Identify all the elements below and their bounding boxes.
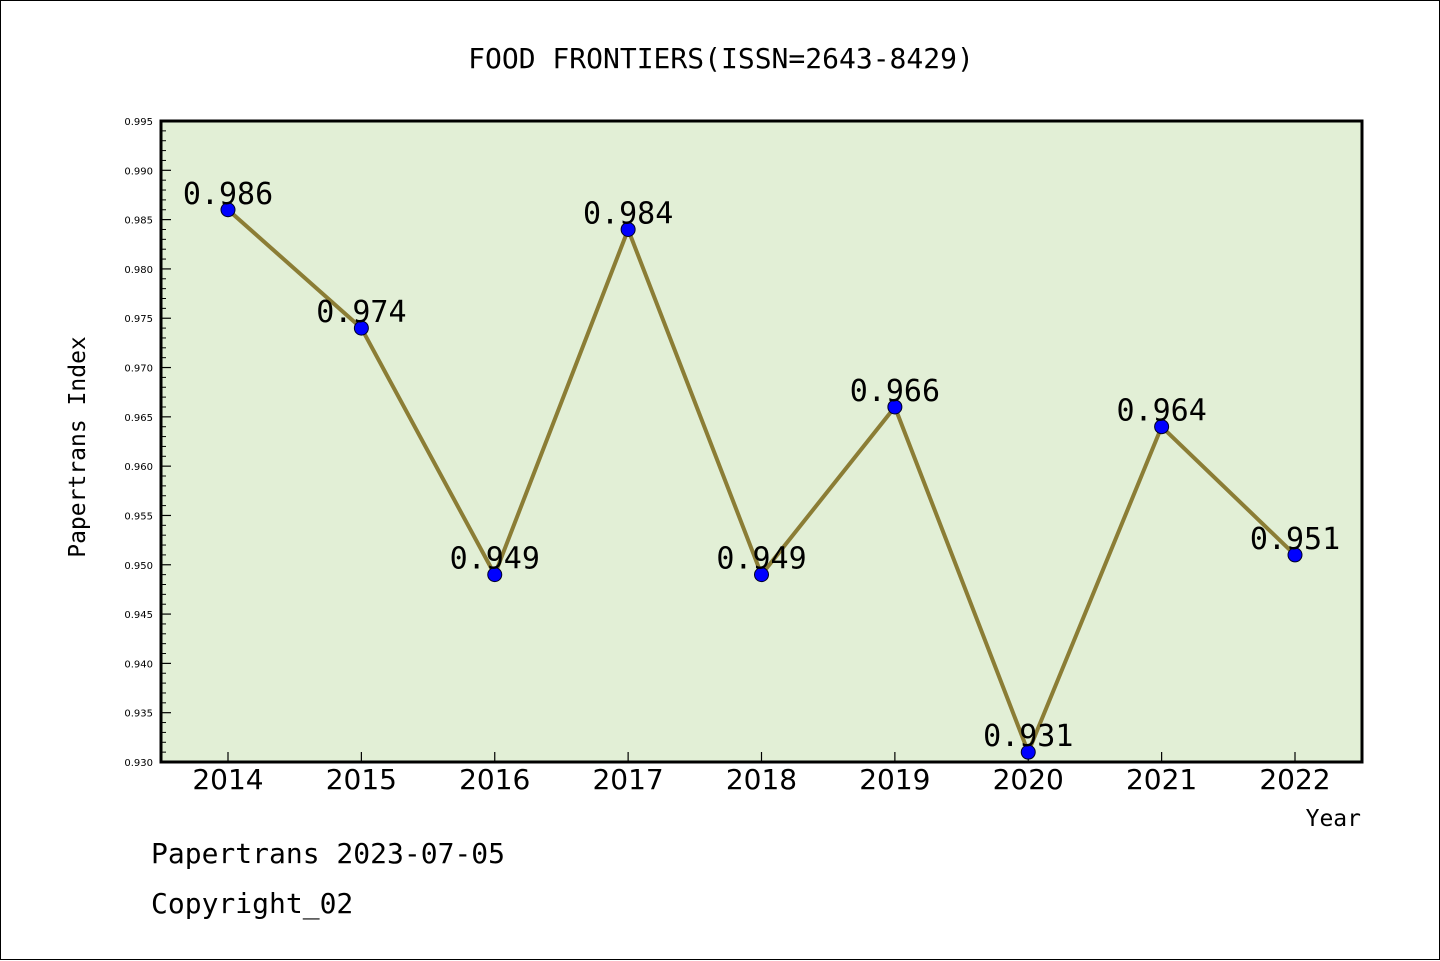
y-tick-label: 0.965	[124, 413, 153, 424]
y-tick-label: 0.980	[124, 265, 153, 276]
plot-frame	[159, 119, 1364, 764]
y-tick-label: 0.975	[124, 314, 153, 325]
plot-area	[161, 121, 1362, 762]
y-tick-label: 0.985	[124, 216, 153, 227]
y-tick-label: 0.970	[124, 364, 153, 375]
footer-date-text: Papertrans 2023-07-05	[151, 837, 506, 870]
data-label: 0.951	[1250, 522, 1340, 557]
x-tick-label: 2015	[326, 763, 397, 796]
data-point	[487, 567, 503, 583]
data-label: 0.949	[716, 542, 806, 577]
y-tick-label: 0.995	[124, 117, 153, 128]
data-point	[1154, 419, 1170, 435]
y-axis-label: Papertrans Index	[65, 336, 91, 558]
data-label: 0.949	[450, 542, 540, 577]
y-tick-label: 0.945	[124, 610, 153, 621]
y-tick-label: 0.930	[124, 758, 153, 769]
y-tick-label: 0.955	[124, 511, 153, 522]
y-tick-label: 0.940	[124, 659, 153, 670]
x-tick-label: 2016	[459, 763, 530, 796]
x-axis-label: Year	[1306, 806, 1361, 832]
data-label: 0.986	[183, 177, 273, 212]
x-tick-label: 2019	[859, 763, 930, 796]
data-label: 0.974	[316, 295, 406, 330]
y-tick-label: 0.935	[124, 709, 153, 720]
x-tick-label: 2018	[726, 763, 797, 796]
data-label: 0.984	[583, 196, 673, 231]
data-point	[887, 399, 903, 415]
data-point	[620, 221, 636, 237]
chart-title: FOOD FRONTIERS(ISSN=2643-8429)	[468, 42, 974, 75]
x-tick-label: 2022	[1259, 763, 1330, 796]
data-label: 0.964	[1116, 394, 1206, 429]
footer-copyright-text: Copyright_02	[151, 887, 354, 920]
data-point	[1287, 547, 1303, 563]
data-point	[220, 202, 236, 218]
x-tick-label: 2014	[192, 763, 263, 796]
data-point	[1020, 744, 1036, 760]
y-tick-label: 0.990	[124, 166, 153, 177]
data-point	[754, 567, 769, 583]
y-tick-label: 0.950	[124, 561, 153, 572]
x-tick-label: 2021	[1126, 763, 1197, 796]
data-label: 0.966	[850, 374, 940, 409]
x-tick-label: 2020	[993, 763, 1064, 796]
data-label: 0.931	[983, 719, 1073, 754]
data-point	[353, 320, 369, 336]
y-tick-label: 0.960	[124, 462, 153, 473]
x-tick-label: 2017	[592, 763, 663, 796]
